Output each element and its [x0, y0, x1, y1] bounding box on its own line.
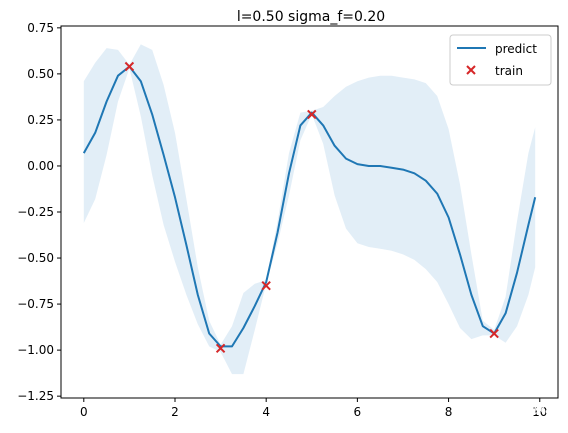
train-point-stroke-b — [124, 61, 135, 72]
x-tick-label: 0 — [80, 405, 88, 419]
legend-train-marker — [466, 65, 476, 75]
x-tick-label: 8 — [445, 405, 453, 419]
x-tick-label: 4 — [262, 405, 270, 419]
legend: predict train — [449, 34, 552, 86]
train-point-stroke-b — [261, 280, 271, 291]
watermark: 知乎 @Eureka — [465, 402, 553, 418]
y-tick-label: 0.75 — [27, 21, 54, 35]
y-tick-label: −0.25 — [17, 205, 54, 219]
train-point — [307, 109, 317, 120]
y-tick-label: −1.25 — [17, 389, 54, 403]
legend-train-label: train — [495, 64, 523, 78]
legend-predict-label: predict — [495, 42, 537, 56]
plot-area — [60, 25, 559, 399]
train-point — [261, 280, 271, 291]
train-point-stroke-b — [215, 343, 226, 353]
y-tick-label: −0.75 — [17, 297, 54, 311]
predict-line-layer — [82, 65, 537, 348]
x-axis: 0 2 4 6 8 10 — [80, 398, 547, 419]
y-axis: 0.75 0.50 0.25 0.00 −0.25 −0.50 −0.75 −1.00 −1.2… — [17, 21, 61, 403]
y-tick-label: 0.25 — [27, 113, 54, 127]
x-tick-label: 6 — [354, 405, 362, 419]
train-point — [124, 61, 135, 72]
x-tick-label: 2 — [171, 405, 179, 419]
y-tick-label: −0.50 — [17, 251, 54, 265]
train-point-stroke-b — [307, 109, 317, 120]
chart-title: l=0.50 sigma_f=0.20 — [237, 9, 385, 25]
y-tick-label: −1.00 — [17, 343, 54, 357]
predict-line — [82, 65, 537, 348]
train-point — [489, 328, 499, 339]
train-point — [215, 343, 226, 353]
y-tick-label: 0.50 — [27, 67, 54, 81]
train-marker-layer — [124, 61, 499, 353]
y-tick-label: 0.00 — [27, 159, 54, 173]
train-point-stroke-b — [489, 328, 499, 339]
x-tick-label: 10 — [532, 405, 547, 419]
